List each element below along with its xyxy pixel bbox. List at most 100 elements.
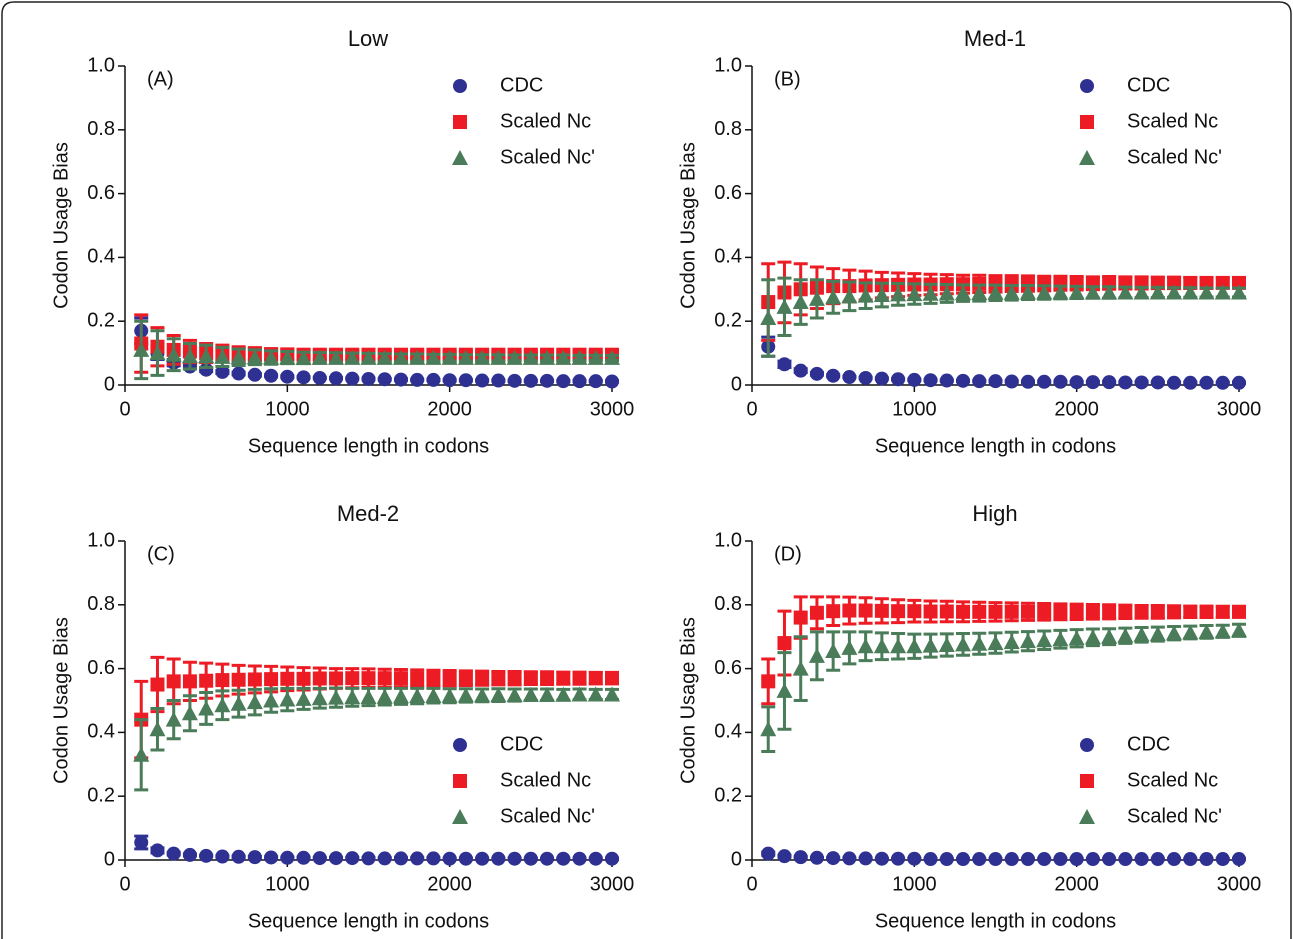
marker: [971, 635, 988, 651]
x-tick-label: 3000: [1217, 873, 1262, 895]
panel: Low (A) Sequence length in codons Codon Usa…: [50, 26, 634, 457]
marker: [361, 671, 376, 686]
marker: [442, 671, 457, 686]
marker: [425, 687, 442, 703]
marker: [1004, 852, 1019, 867]
marker: [1215, 375, 1230, 390]
marker: [1149, 284, 1166, 300]
panel-label: (D): [774, 543, 802, 565]
marker: [1080, 738, 1094, 752]
marker: [1232, 852, 1246, 867]
x-tick-label: 1000: [892, 398, 937, 420]
marker: [890, 286, 907, 302]
marker: [458, 373, 473, 388]
marker: [247, 367, 262, 382]
x-tick-label: 1000: [892, 873, 937, 895]
legend-label: CDC: [500, 733, 543, 755]
y-tick-label: 0.6: [87, 182, 115, 204]
legend-label: CDC: [1127, 74, 1170, 96]
marker: [1004, 604, 1019, 619]
legend-label: Scaled Nc': [500, 146, 595, 168]
y-tick-label: 1.0: [714, 54, 742, 76]
y-tick-label: 0.8: [714, 593, 742, 615]
marker: [425, 349, 442, 365]
marker: [1182, 284, 1199, 300]
legend-entry: Scaled Nc': [1079, 805, 1222, 827]
marker: [808, 647, 825, 663]
marker: [1101, 284, 1118, 300]
marker: [955, 636, 972, 652]
x-tick-label: 2000: [427, 398, 472, 420]
marker: [571, 349, 588, 365]
marker: [231, 849, 246, 864]
marker: [1134, 852, 1149, 867]
marker: [1004, 276, 1019, 291]
marker: [539, 349, 556, 365]
x-axis-label: Sequence length in codons: [875, 435, 1116, 457]
marker: [907, 851, 922, 866]
marker: [923, 373, 938, 388]
marker: [1085, 852, 1100, 867]
marker: [1215, 604, 1230, 619]
marker: [475, 373, 490, 388]
panel: High (D) Sequence length in codons Codon Us…: [677, 501, 1261, 932]
marker: [165, 346, 182, 362]
marker: [587, 686, 604, 702]
x-tick-label: 3000: [590, 873, 635, 895]
marker: [392, 688, 409, 704]
y-tick-label: 1.0: [87, 529, 115, 551]
y-tick-label: 0.8: [714, 118, 742, 140]
marker: [826, 851, 841, 866]
marker: [329, 851, 344, 866]
marker: [474, 349, 491, 365]
marker: [588, 374, 603, 389]
marker: [1080, 774, 1094, 788]
marker: [441, 687, 458, 703]
marker: [842, 851, 857, 866]
x-tick-label: 3000: [1217, 398, 1262, 420]
legend-entry: Scaled Nc: [453, 110, 591, 132]
panel-label: (B): [774, 68, 801, 90]
marker: [377, 851, 392, 866]
y-tick-label: 1.0: [87, 54, 115, 76]
marker: [491, 373, 506, 388]
marker: [522, 349, 539, 365]
marker: [809, 850, 824, 865]
marker: [264, 368, 279, 383]
legend-label: Scaled Nc': [1127, 146, 1222, 168]
marker: [182, 674, 197, 689]
marker: [777, 636, 792, 651]
marker: [1199, 275, 1214, 290]
x-tick-label: 0: [119, 398, 130, 420]
marker: [956, 373, 971, 388]
marker: [329, 371, 344, 386]
marker: [873, 287, 890, 303]
y-tick-label: 1.0: [714, 529, 742, 551]
marker: [1069, 604, 1084, 619]
marker: [441, 349, 458, 365]
marker: [971, 285, 988, 301]
marker: [311, 349, 328, 365]
x-axis-label: Sequence length in codons: [248, 435, 489, 457]
y-tick-label: 0.6: [87, 657, 115, 679]
marker: [506, 349, 523, 365]
marker: [507, 373, 522, 388]
marker: [150, 843, 165, 858]
panel-title: High: [972, 501, 1017, 526]
y-tick-label: 0: [104, 373, 115, 395]
marker: [409, 349, 426, 365]
marker: [522, 686, 539, 702]
marker: [345, 371, 360, 386]
marker: [149, 721, 166, 737]
y-tick-label: 0.4: [714, 246, 742, 268]
marker: [264, 672, 279, 687]
marker: [230, 349, 247, 365]
marker: [1182, 624, 1199, 640]
marker: [891, 851, 906, 866]
marker: [906, 638, 923, 654]
marker: [825, 289, 842, 305]
marker: [490, 687, 507, 703]
marker: [1080, 79, 1094, 93]
marker: [858, 370, 873, 385]
